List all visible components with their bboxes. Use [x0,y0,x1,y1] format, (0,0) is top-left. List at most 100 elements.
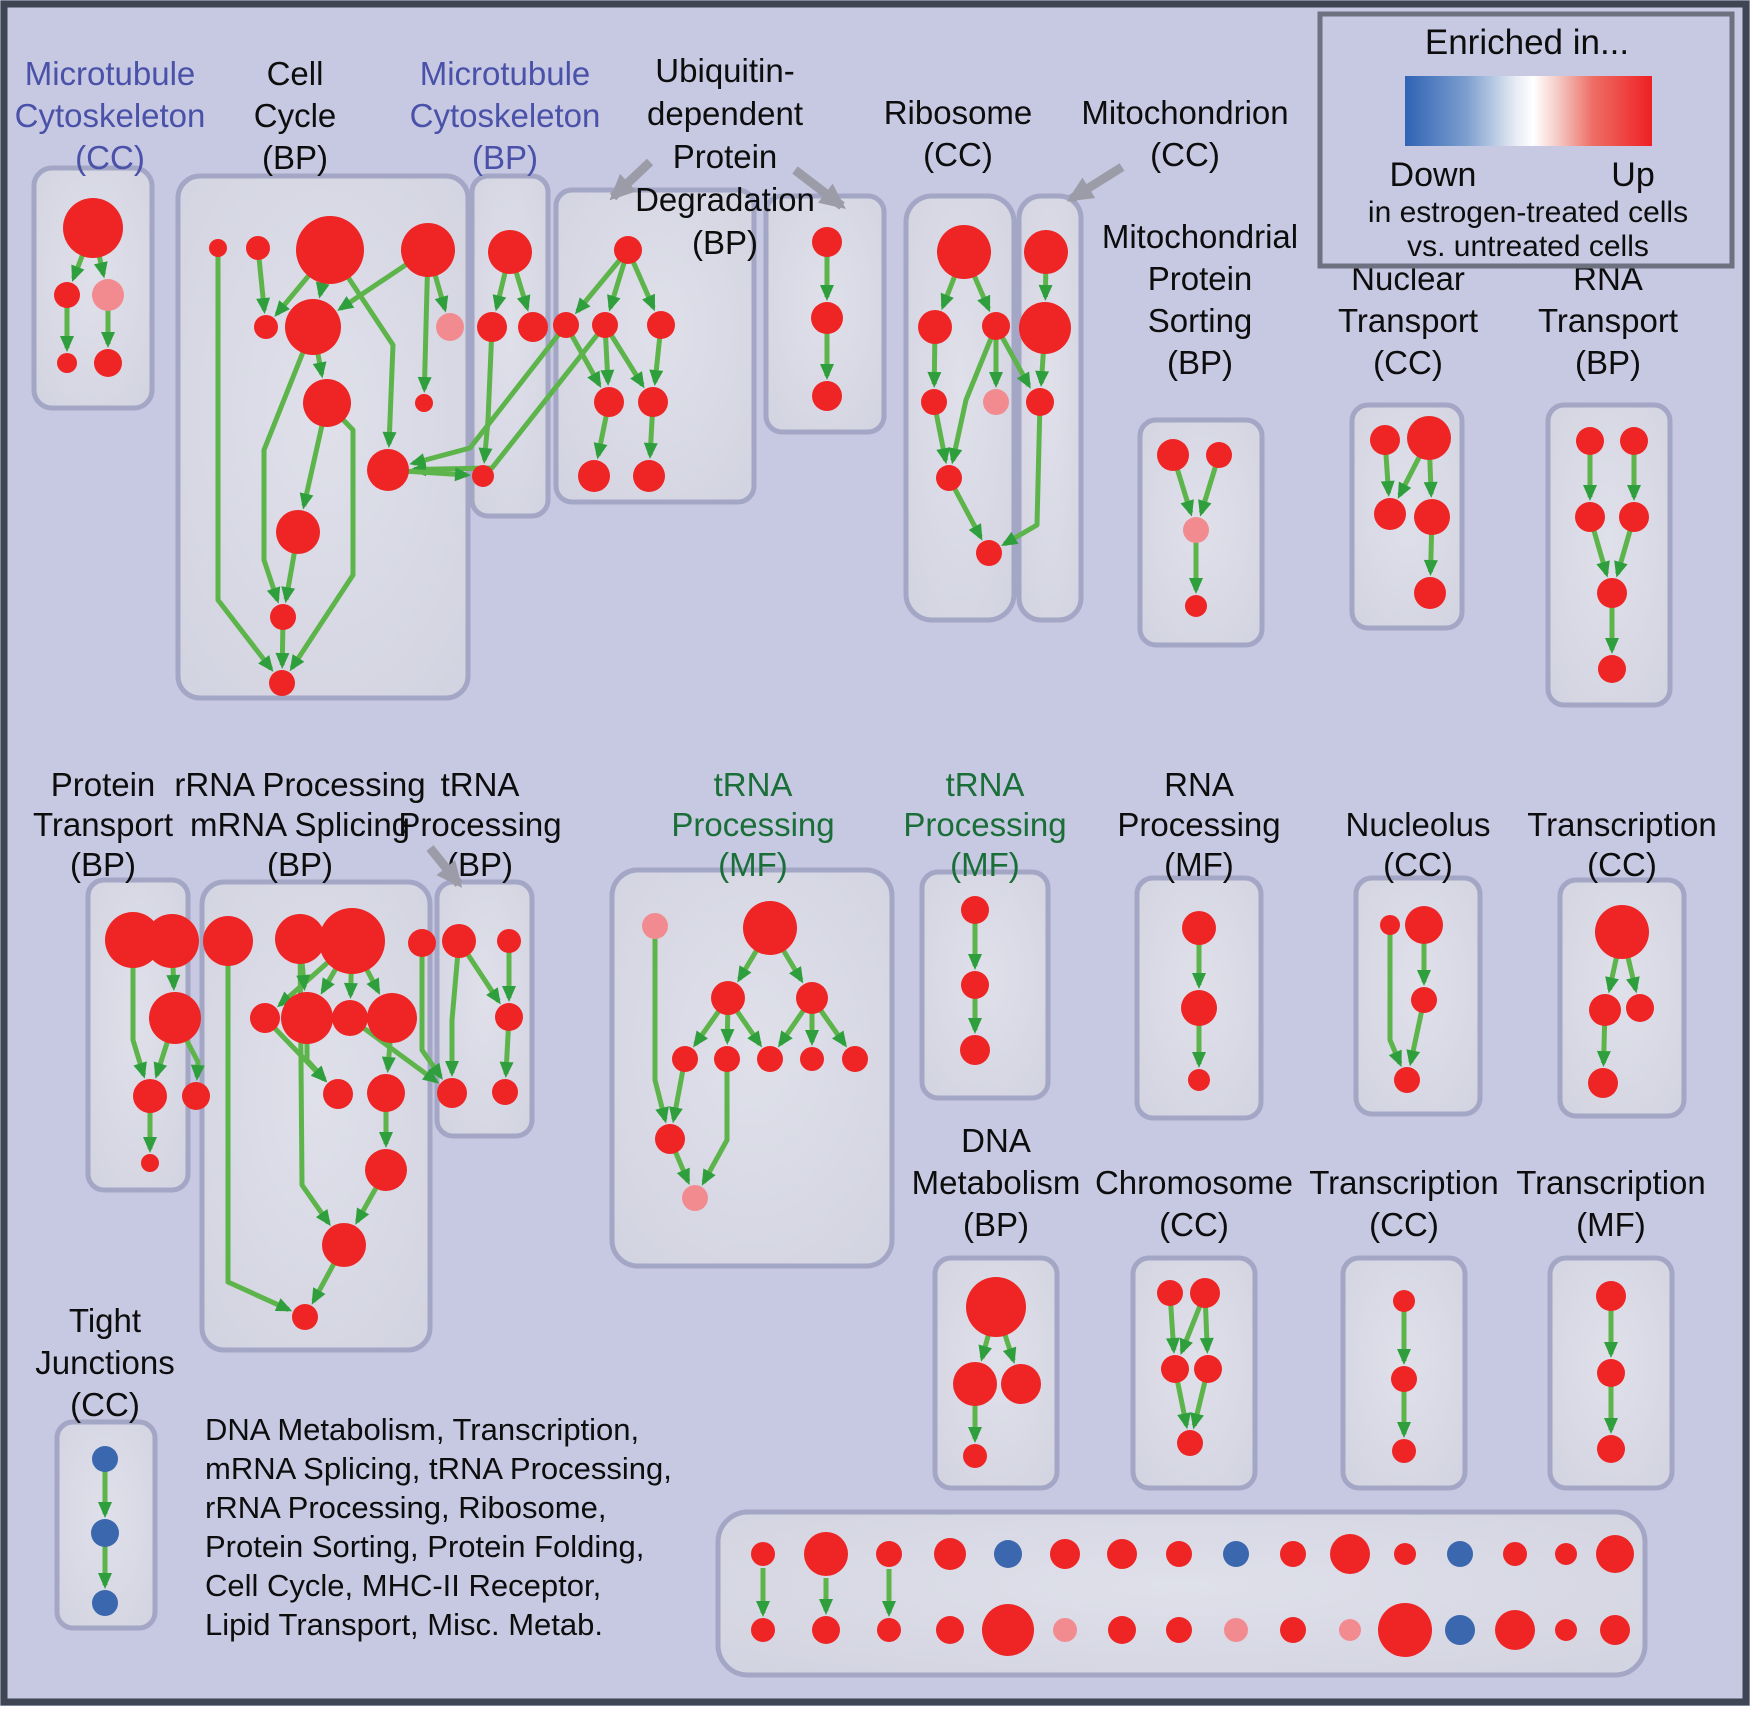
rrna-processing-mrna-splicing-bp-node [332,1000,368,1036]
legend: Enriched in... Down Up in estrogen-treat… [1317,11,1735,269]
chromosome-cc-node [1161,1355,1189,1383]
cell-cycle-bp-label: (BP) [262,139,328,176]
cross-cluster-edge [409,323,568,467]
transcription-mf-node [1596,1281,1626,1311]
rna-processing-mf-label: Processing [1117,806,1280,843]
rna-transport-bp-node [1620,427,1648,455]
ubiquitin-dependent-protein-degradation-bp-node [578,460,610,492]
nuclear-transport-cc-node [1370,425,1400,455]
trna-processing-bp-label: Processing [398,806,561,843]
bottom-strip-node [1107,1539,1137,1569]
bottom-strip-node [1330,1534,1370,1574]
ubiquitin-dependent-protein-degradation-bp-label: Ubiquitin- [655,52,794,89]
trna-processing-bp-label: tRNA [441,766,520,803]
tight-junctions-cc-node [92,1590,118,1616]
chromosome-cc-node [1177,1430,1203,1456]
rna-transport-bp-node [1576,427,1604,455]
mitochondrial-protein-sorting-bp-label: Mitochondrial [1102,218,1298,255]
bottom-strip-node [1166,1617,1192,1643]
microtubule-cytoskeleton-bp-node [472,465,494,487]
cell-cycle-bp-node [415,394,433,412]
microtubule-cytoskeleton-cc-label: (CC) [75,139,145,176]
dna-metabolism-bp-node [966,1277,1026,1337]
rrna-processing-mrna-splicing-bp-label: mRNA Splicing [190,806,410,843]
trna-processing-mf-large-label: tRNA [714,766,793,803]
rrna-processing-mrna-splicing-bp-node [281,992,333,1044]
ribosome-cc-node [918,310,952,344]
trna-processing-mf-large-edge [652,926,669,1124]
cell-cycle-bp-edge [327,248,397,449]
cell-cycle-bp-node [401,223,455,277]
microtubule-cytoskeleton-cc-node [63,198,123,258]
bottom-strip-node [994,1540,1022,1568]
transcription-mf-node [1597,1435,1625,1463]
cell-cycle-bp-node [285,299,341,355]
cell-cycle-bp-node [276,510,320,554]
microtubule-cytoskeleton-bp-node [477,312,507,342]
dna-metabolism-bp-label: Metabolism [912,1164,1081,1201]
ribosome-cc-node [976,540,1002,566]
trna-processing-mf-large-label: Processing [671,806,834,843]
microtubule-cytoskeleton-cc-label: Cytoskeleton [15,97,206,134]
bottom-strip-node [1053,1618,1077,1642]
trna-processing-bp-node [497,929,521,953]
transcription-cc-bottom-node [1392,1439,1416,1463]
trna-processing-mf-large-node [655,1124,685,1154]
ubiquitin-dependent-protein-degradation-bp-node [812,381,842,411]
protein-transport-bp-node [145,914,199,968]
rrna-processing-mrna-splicing-bp-node [203,916,253,966]
ubiquitin-dependent-protein-degradation-bp-node [594,387,624,417]
bottom-strip-node [1394,1543,1416,1565]
ubiquitin-dependent-protein-degradation-bp-node [614,236,642,264]
protein-transport-bp-label: Protein [51,766,156,803]
rna-transport-bp-node [1619,502,1649,532]
ubiquitin-dependent-protein-degradation-bp-node [647,311,675,339]
bottom-strip-node [1378,1603,1432,1657]
protein-transport-bp-label: (BP) [70,846,136,883]
trna-processing-mf-large-label: (MF) [718,846,788,883]
ubiquitin-dependent-protein-degradation-bp-node [592,312,618,338]
trna-processing-mf-small-label: Processing [903,806,1066,843]
legend-gradient-bar [1405,76,1652,146]
trna-processing-mf-large-node [672,1046,698,1072]
trna-processing-mf-small-node [961,896,989,924]
trna-processing-mf-large-node [743,901,797,955]
bottom-strip-node [1503,1542,1527,1566]
mitochondrion-cc-node [1026,388,1054,416]
transcription-cc-mid-label: Transcription [1527,806,1717,843]
cell-cycle-bp-node [296,216,364,284]
ribosome-cc-label: (CC) [923,136,993,173]
ubiquitin-dependent-protein-degradation-bp-label: Protein [673,138,778,175]
dna-metabolism-bp-label: (BP) [963,1206,1029,1243]
trna-processing-mf-large-node [642,913,668,939]
nuclear-transport-cc-node [1374,498,1406,530]
bottom-strip-box [715,1509,1648,1678]
ribosome-cc-node [921,389,947,415]
rrna-processing-mrna-splicing-bp-label: rRNA Processing [174,766,425,803]
transcription-cc-bottom-node [1391,1366,1417,1392]
rrna-processing-mrna-splicing-bp-node [365,1149,407,1191]
transcription-cc-mid-label: (CC) [1587,846,1657,883]
rna-processing-mf-node [1188,1069,1210,1091]
cell-cycle-bp-edge [261,326,316,604]
cell-cycle-bp-node [367,449,409,491]
rna-processing-mf-label: RNA [1164,766,1234,803]
rrna-processing-mrna-splicing-bp-node [367,993,417,1043]
trna-processing-bp-node [442,924,476,958]
legend-up-label: Up [1611,156,1654,194]
ribosome-cc-label: Ribosome [884,94,1033,131]
chromosome-cc-label: (CC) [1159,1206,1229,1243]
rna-processing-mf-node [1181,990,1217,1026]
microtubule-cytoskeleton-cc-node [94,349,122,377]
cross-cluster-edge [1001,401,1043,547]
protein-transport-bp-edge [130,940,147,1079]
nuclear-transport-cc-node [1414,577,1446,609]
tight-junctions-cc-label: (CC) [70,1386,140,1423]
bottom-strip-node [876,1541,902,1567]
bottom-strip-node [812,1616,840,1644]
rrna-processing-mrna-splicing-bp-node [250,1003,280,1033]
mitochondrion-cc-label: (CC) [1150,136,1220,173]
nucleolus-cc-edge [1387,925,1403,1068]
bottom-strip-node [1108,1616,1136,1644]
cross-cluster-edge [409,323,607,477]
